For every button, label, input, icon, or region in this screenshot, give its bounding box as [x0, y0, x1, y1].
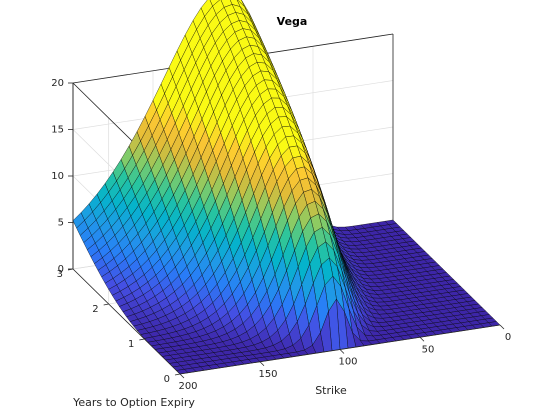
z-tick-label: 0 [58, 264, 64, 275]
x-tick-mark [259, 361, 265, 367]
x-tick-mark [339, 349, 345, 354]
x-tick-label: 150 [258, 369, 277, 380]
x-tick-label: 50 [422, 344, 435, 355]
x-tick-label: 200 [178, 381, 197, 392]
chart-title: Vega [277, 15, 308, 28]
z-tick-label: 15 [51, 125, 64, 136]
y-tick-mark [174, 373, 181, 376]
y-tick-label: 0 [164, 374, 170, 385]
z-tick-label: 10 [51, 171, 64, 182]
y-tick-mark [103, 303, 109, 306]
y-tick-label: 3 [57, 269, 63, 280]
z-tick-label: 5 [58, 218, 64, 229]
x-tick-label: 100 [338, 357, 357, 368]
vega-surface [72, 0, 501, 375]
x-axis-label: Strike [315, 384, 347, 397]
z-tick-label: 20 [51, 78, 64, 89]
x-tick-mark [179, 373, 185, 379]
x-tick-mark [499, 324, 505, 330]
y-axis-label: Years to Option Expiry [72, 396, 195, 409]
x-tick-label: 0 [505, 332, 511, 343]
x-tick-mark [419, 336, 425, 342]
y-axis-line [72, 268, 181, 375]
y-tick-label: 2 [92, 304, 98, 315]
y-tick-label: 1 [128, 339, 134, 350]
y-tick-mark [139, 338, 145, 341]
